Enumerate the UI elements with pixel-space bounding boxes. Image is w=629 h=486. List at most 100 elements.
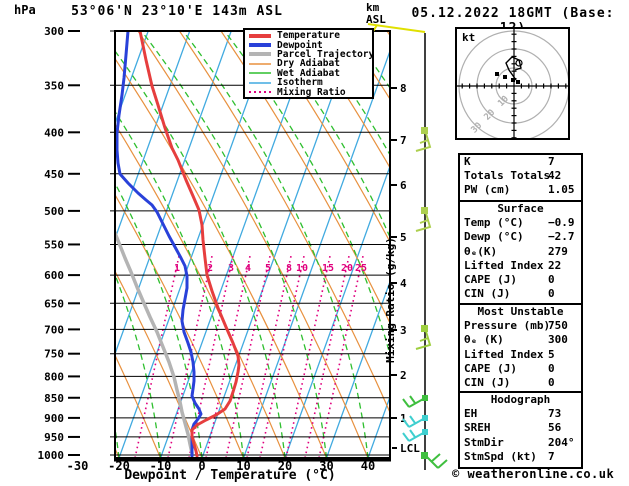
legend-swatch-isotherm [249,81,271,84]
stat-value: 42 [548,169,562,183]
stat-row: EH 73 [460,407,581,421]
stat-value: −2.7 [548,230,575,244]
legend-item: Mixing Ratio [248,86,372,98]
temp-tick-label: -30 [67,459,89,473]
station-title: 53°06'N 23°10'E 143m ASL [71,4,283,19]
temp-tick-label: -10 [150,459,172,473]
stat-row: Dewp (°C) −2.7 [460,230,581,244]
stat-label: Dewp (°C) [464,230,524,244]
km-tick-label: 8 [400,82,407,95]
mixing-ratio-line [205,255,251,458]
legend-label: Isotherm [277,77,323,89]
dry-adiabat-line [137,31,369,458]
stat-value: 73 [548,407,562,421]
stat-label: CIN (J) [464,375,511,389]
pressure-tick-label: 800 [44,370,64,383]
stat-row: SREH 56 [460,421,581,435]
isotherm-line [115,31,149,126]
stat-label: Temp (°C) [464,216,524,230]
wet-adiabat-line [115,49,286,458]
stat-label: Lifted Index [464,258,544,272]
stat-row: CIN (J) 0 [460,287,581,301]
stats-box-surface: Surface Temp (°C) −0.9 Dewp (°C) −2.7 θₑ(K) 27… [458,200,583,307]
hodograph-trace [505,56,522,81]
stat-value: 204° [548,435,575,449]
stat-row: Lifted Index 5 [460,348,581,362]
stat-row: StmSpd (kt) 7 [460,450,581,464]
stats-box-title: Surface [497,202,544,215]
wet-adiabat-line [115,273,162,458]
stat-label: θₑ(K) [464,244,498,258]
km-label: km [366,1,380,14]
altitude-axis-header: km ASL [366,2,386,26]
dry-adiabat-line [115,353,162,458]
mixing-ratio-value-label: 10 [296,263,308,274]
stat-value: 279 [548,244,568,258]
stat-row: Temp (°C) −0.9 [460,216,581,230]
temp-tick-label: 30 [319,459,333,473]
stats-box-most-unstable: Most Unstable Pressure (mb) 750 θₑ (K) 300 Li… [458,303,583,395]
mixing-ratio-line [318,255,364,458]
legend-item: Wet Adiabat [248,67,372,79]
pressure-tick-label: 650 [44,297,64,310]
stat-label: Lifted Index [464,347,544,361]
legend-swatch-parcel-trajectory [249,52,271,57]
pressure-tick-label: 750 [44,348,64,361]
stat-row: CIN (J) 0 [460,376,581,390]
pressure-tick-label: 350 [44,79,64,92]
wind-barb [415,207,432,232]
dry-adiabat-line [0,31,36,458]
pressure-tick-label: 900 [44,412,64,425]
legend-label: Mixing Ratio [277,86,346,98]
legend-label: Dewpoint [277,39,323,51]
wind-barb [402,415,428,428]
stat-value: 750 [548,319,568,333]
hodograph-unit-label: kt [462,31,475,44]
stat-label: StmDir [464,435,504,449]
isotherm-line [115,31,191,241]
legend-item: Dewpoint [248,39,372,51]
pressure-unit-label: hPa [14,3,36,17]
wind-barb [421,452,448,469]
legend-label: Temperature [277,30,340,42]
pressure-tick-label: 600 [44,269,64,282]
hodograph-border [455,27,570,140]
wet-adiabat-line [389,31,390,32]
temp-tick-label: 40 [361,459,375,473]
km-tick-label: 2 [400,369,407,382]
stat-row: θₑ (K) 300 [460,333,581,347]
wet-adiabat-line [432,31,450,458]
wet-adiabat-line [0,31,78,458]
stat-row: CAPE (J) 0 [460,273,581,287]
stat-row: Pressure (mb) 750 [460,319,581,333]
legend-box: Temperature Dewpoint Parcel Trajectory Dry … [243,28,374,99]
stat-value: 1.05 [548,183,575,197]
stat-row: Totals Totals 42 [460,169,581,183]
stat-value: 22 [548,258,562,272]
stat-row: PW (cm) 1.05 [460,183,581,197]
lcl-label: LCL [400,442,420,455]
pressure-tick-label: 1000 [38,449,65,462]
stat-label: StmSpd (kt) [464,449,537,463]
dry-adiabat-line [345,31,390,101]
mixing-ratio-value-label: 1 [174,263,180,274]
parcel-trajectory-curve [115,228,194,455]
x-axis-title: Dewpoint / Temperature (°C) [124,468,336,483]
wind-barb [415,127,432,152]
legend-swatch-dry-adiabat [249,63,271,65]
isotherm-line [325,279,390,458]
mixing-ratio-value-label: 25 [355,263,367,274]
hodograph-data-dot [495,72,499,76]
pressure-tick-label: 400 [44,126,64,139]
stat-value: −0.9 [548,216,575,230]
legend-item: Isotherm [248,77,372,89]
km-tick-label: 4 [400,277,407,290]
stat-row: CAPE (J) 0 [460,362,581,376]
stats-box-title: Most Unstable [477,305,564,318]
stat-label: CIN (J) [464,287,511,301]
hodograph-data-dot [511,78,515,82]
wet-adiabat-line [182,31,369,458]
mixing-ratio-line [304,255,350,458]
legend-label: Wet Adiabat [277,67,340,79]
